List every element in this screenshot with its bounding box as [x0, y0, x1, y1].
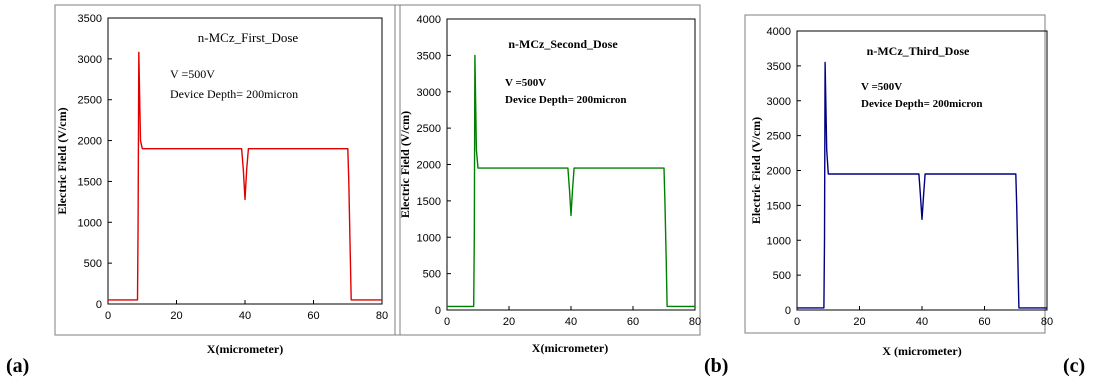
plot-area: [446, 18, 696, 311]
y-tick-label: 500: [423, 269, 441, 281]
panel-label: (c): [1063, 355, 1085, 377]
chart-border: [394, 4, 701, 336]
y-axis-label: Electric Field (V/cm): [398, 111, 412, 218]
plot-area: [107, 17, 383, 305]
plot-area: [796, 30, 1048, 311]
panel-label: (b): [704, 355, 728, 377]
y-tick-label: 1500: [767, 200, 791, 212]
y-tick-label: 2500: [767, 131, 791, 143]
chart-title: n-MCz_Second_Dose: [508, 37, 618, 51]
chart-border: [744, 14, 1046, 334]
chart-annotation: Device Depth= 200micron: [505, 94, 627, 106]
chart-annotation: V =500V: [170, 67, 215, 81]
panel-label: (a): [6, 355, 29, 377]
x-tick-label: 40: [239, 310, 251, 322]
y-tick-label: 2000: [767, 166, 791, 178]
series-line: [797, 61, 1047, 309]
y-tick-label: 3000: [78, 54, 102, 66]
x-tick-label: 40: [565, 316, 577, 328]
x-axis-label: X(micrometer): [532, 341, 608, 355]
y-tick-label: 1000: [78, 217, 102, 229]
y-tick-label: 3500: [767, 61, 791, 73]
y-tick-label: 0: [96, 299, 102, 311]
chart-annotation: Device Depth= 200micron: [170, 87, 298, 101]
y-tick-label: 1000: [417, 232, 441, 244]
y-tick-label: 500: [84, 258, 102, 270]
x-tick-label: 0: [105, 310, 111, 322]
x-tick-label: 40: [916, 316, 928, 328]
x-tick-label: 20: [853, 316, 865, 328]
series-line: [108, 51, 382, 301]
x-tick-label: 0: [444, 316, 450, 328]
y-tick-label: 2500: [78, 95, 102, 107]
x-tick-label: 80: [1041, 316, 1053, 328]
y-axis-label: Electric Field (V/cm): [749, 117, 763, 224]
y-tick-label: 500: [773, 270, 791, 282]
x-tick-label: 60: [307, 310, 319, 322]
series-line: [447, 54, 695, 308]
chart-title: n-MCz_First_Dose: [198, 30, 299, 45]
chart-border: [54, 4, 401, 336]
y-tick-label: 4000: [417, 14, 441, 26]
x-tick-label: 0: [794, 316, 800, 328]
x-tick-label: 80: [376, 310, 388, 322]
chart-title: n-MCz_Third_Dose: [867, 44, 970, 58]
chart-annotation: V =500V: [861, 81, 902, 93]
y-tick-label: 2500: [417, 123, 441, 135]
x-tick-label: 80: [689, 316, 701, 328]
y-tick-label: 2000: [417, 160, 441, 172]
x-tick-label: 60: [978, 316, 990, 328]
x-axis-label: X(micrometer): [207, 342, 283, 356]
y-tick-label: 4000: [767, 26, 791, 38]
y-tick-label: 3500: [78, 13, 102, 25]
y-tick-label: 1500: [417, 196, 441, 208]
chart-panel-c: 0 500 1000 1500 2000 2500 3000 3500 4000 0 20 40 60 8…: [744, 14, 1053, 358]
chart-panel-b: 0 500 1000 1500 2000 2500 3000 3500 4000 0 20 40 60 8…: [394, 4, 701, 355]
y-tick-label: 2000: [78, 136, 102, 148]
y-tick-label: 1000: [767, 235, 791, 247]
chart-annotation: Device Depth= 200micron: [861, 98, 983, 110]
chart-panel-a: 0 500 1000 1500 2000 2500 3000 3500 0 20 40 60 80 n-M…: [54, 4, 401, 356]
chart-annotation: V =500V: [505, 77, 546, 89]
x-axis-label: X (micrometer): [882, 344, 961, 358]
y-tick-label: 1500: [78, 176, 102, 188]
y-tick-label: 3000: [417, 87, 441, 99]
x-tick-label: 60: [627, 316, 639, 328]
y-tick-label: 3500: [417, 50, 441, 62]
y-tick-label: 0: [435, 305, 441, 317]
y-tick-label: 0: [785, 305, 791, 317]
x-tick-label: 20: [503, 316, 515, 328]
y-tick-label: 3000: [767, 96, 791, 108]
x-tick-label: 20: [170, 310, 182, 322]
y-axis-label: Electric Field (V/cm): [55, 107, 69, 214]
